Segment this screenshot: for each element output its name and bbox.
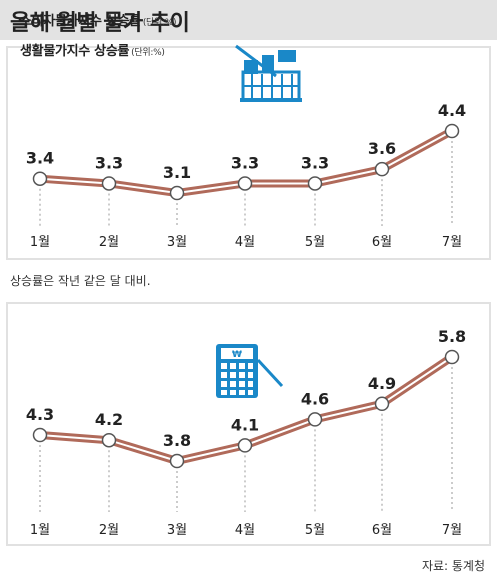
living-cpi-data-point: [237, 438, 253, 453]
living-cpi-data-point: [374, 396, 390, 412]
living-cpi-tick-label: 1월: [30, 523, 50, 538]
svg-text:₩: ₩: [232, 350, 242, 360]
cpi-chart-unit: (단위:%): [142, 18, 177, 28]
living-cpi-tick-label: 3월: [167, 523, 187, 538]
living-cpi-chart-panel: [6, 302, 491, 546]
header-bar: 올해 월별 물가 추이: [0, 0, 497, 40]
living-cpi-data-point: [307, 412, 323, 427]
cpi-tick-label: 6월: [372, 235, 392, 250]
cpi-value-label: 3.1: [163, 163, 191, 182]
cpi-value-label: 4.4: [438, 101, 466, 120]
cpi-tick-label: 1월: [30, 235, 50, 250]
living-cpi-value-label: 4.3: [26, 405, 54, 424]
living-cpi-tick-label: 6월: [372, 523, 392, 538]
shopping-basket-icon: [235, 44, 302, 102]
living-cpi-tick-label: 7월: [442, 523, 462, 538]
cpi-data-point: [101, 176, 117, 191]
living-cpi-tick-label: 4월: [235, 523, 255, 538]
calculator-icon: ₩: [216, 344, 284, 398]
living-cpi-value-label: 4.2: [95, 410, 123, 429]
cpi-tick-label: 4월: [235, 235, 255, 250]
cpi-data-point: [444, 123, 460, 139]
living-cpi-chart-title: 생활물가지수 상승률 (단위:%): [20, 40, 165, 59]
living-cpi-value-label: 4.6: [301, 389, 329, 408]
cpi-value-label: 3.3: [301, 153, 329, 172]
living-cpi-tick-label: 2월: [99, 523, 119, 538]
cpi-tick-label: 5월: [305, 235, 325, 250]
cpi-data-point: [32, 171, 48, 186]
living-cpi-value-label: 3.8: [163, 431, 191, 450]
cpi-value-label: 3.6: [368, 139, 396, 158]
living-cpi-data-point: [101, 432, 117, 448]
cpi-data-point: [374, 161, 390, 177]
living-cpi-value-label: 4.9: [368, 374, 396, 393]
page-title: 올해 월별 물가 추이: [10, 11, 190, 36]
cpi-data-point: [237, 176, 253, 191]
cpi-line-chart: 3.4 1월 3.3 2월 3.1 3월 3.3 4월 3.3 5월 3.6 6월 4.4 7월: [26, 101, 466, 250]
living-cpi-data-point: [169, 453, 185, 469]
cpi-value-label: 3.3: [95, 153, 123, 172]
living-cpi-line-chart: 4.3 1월 4.2 2월 3.8 3월 4.1 4월 4.6 5월 4.9 6월 5.8 7월: [26, 327, 466, 538]
cpi-data-point: [169, 185, 185, 201]
living-cpi-value-label: 4.1: [231, 415, 259, 434]
living-cpi-chart-title-text: 생활물가지수 상승률: [20, 44, 130, 59]
living-cpi-data-point: [444, 349, 460, 365]
cpi-value-label: 3.3: [231, 153, 259, 172]
cpi-chart-title: 소비자물가지수 상승률 (단위:%): [20, 10, 177, 29]
source-credit: 자료: 통계청: [421, 559, 485, 573]
footnote: 상승률은 작년 같은 달 대비.: [10, 274, 151, 288]
cpi-tick-label: 2월: [99, 235, 119, 250]
cpi-tick-label: 3월: [167, 235, 187, 250]
cpi-chart-title-text: 소비자물가지수 상승률: [20, 14, 141, 29]
living-cpi-data-point: [32, 427, 48, 443]
cpi-value-label: 3.4: [26, 149, 54, 168]
cpi-tick-label: 7월: [442, 235, 462, 250]
living-cpi-value-label: 5.8: [438, 327, 466, 346]
cpi-data-point: [307, 176, 323, 191]
living-cpi-tick-label: 5월: [305, 523, 325, 538]
living-cpi-chart-unit: (단위:%): [131, 48, 165, 58]
